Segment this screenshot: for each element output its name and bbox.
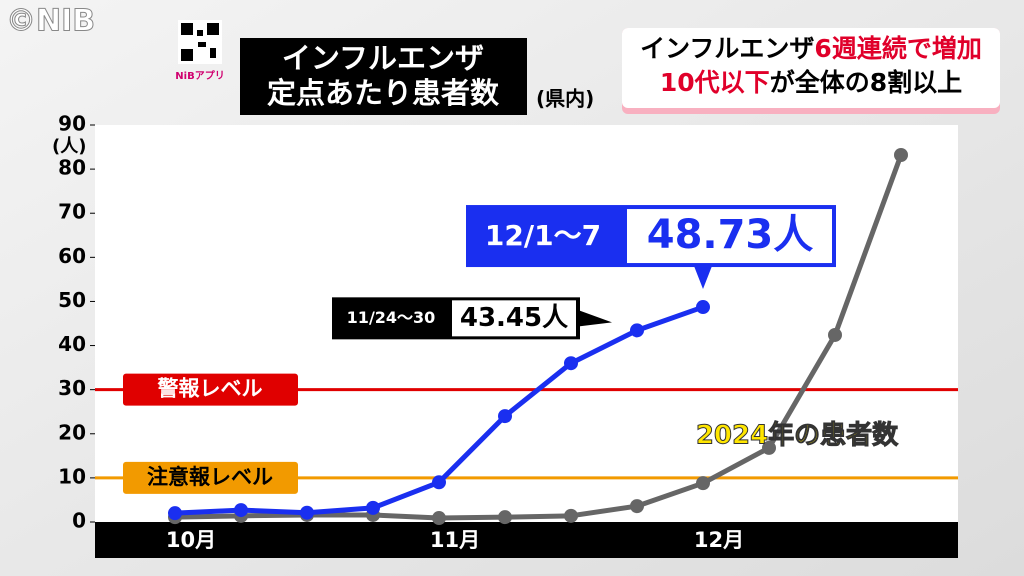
x-tick-label: 11月: [430, 528, 480, 552]
data-point: [498, 409, 512, 424]
callout-pointer: [694, 266, 712, 290]
chart-title: インフルエンザ: [282, 41, 484, 75]
series-label: 2024年の患者数: [696, 420, 899, 451]
callout-pointer: [579, 310, 612, 327]
data-label: 48.73人: [647, 212, 814, 258]
callout-value-box: [627, 209, 832, 264]
data-point: [696, 476, 710, 491]
x-tick-label: 10月: [166, 528, 216, 552]
headline-box: [622, 28, 1000, 108]
y-tick-label: 50: [58, 288, 86, 312]
headline: インフルエンザ6週連続で増加: [640, 34, 982, 63]
callout-date: 11/24～30: [347, 308, 436, 327]
y-unit: (人): [52, 136, 86, 157]
data-point: [432, 475, 446, 490]
y-tick-label: 40: [58, 332, 86, 356]
data-point: [366, 500, 380, 515]
callout-date: 12/1～7: [485, 219, 601, 252]
y-tick-label: 30: [58, 376, 86, 400]
data-label: 43.45人: [460, 303, 568, 333]
app-label: NiBアプリ: [175, 69, 224, 82]
data-point: [564, 356, 578, 371]
qr-code: [178, 20, 222, 64]
callout-value-box: [452, 300, 576, 337]
data-point: [300, 505, 314, 520]
headline-text: 6週連続で増加: [814, 34, 981, 63]
logo: ©NIB: [6, 4, 95, 39]
y-tick-label: 10: [58, 464, 86, 488]
y-tick-label: 0: [72, 509, 86, 533]
data-point: [630, 499, 644, 514]
reference-label: 警報レベル: [157, 377, 263, 401]
y-tick-label: 20: [58, 420, 86, 444]
data-point: [696, 300, 710, 315]
x-tick-label: 12月: [694, 528, 744, 552]
headline-text: が全体の8割以上: [770, 68, 962, 97]
headline-text: 10代以下: [660, 68, 770, 97]
data-point: [894, 147, 908, 162]
headline-text: インフルエンザ: [640, 34, 814, 63]
data-point: [828, 327, 842, 342]
chart-subtitle: (県内): [536, 87, 594, 111]
y-tick-label: 70: [58, 200, 86, 224]
data-point: [432, 511, 446, 526]
reference-label-box: [123, 373, 298, 406]
data-point: [234, 503, 248, 518]
y-tick-label: 90: [58, 112, 86, 136]
series-line: [174, 154, 904, 521]
data-point: [168, 506, 182, 521]
data-point: [762, 440, 776, 455]
title-box: [240, 38, 527, 115]
reference-label: 注意報レベル: [147, 465, 273, 489]
headline: 10代以下が全体の8割以上: [660, 68, 962, 97]
y-tick-label: 80: [58, 156, 86, 180]
x-axis-band: [95, 522, 958, 558]
chart-title: 定点あたり患者数: [267, 76, 500, 110]
data-point: [498, 510, 512, 525]
data-point: [630, 323, 644, 338]
reference-label-box: [123, 461, 298, 494]
y-tick-label: 60: [58, 244, 86, 268]
data-point: [564, 508, 578, 523]
